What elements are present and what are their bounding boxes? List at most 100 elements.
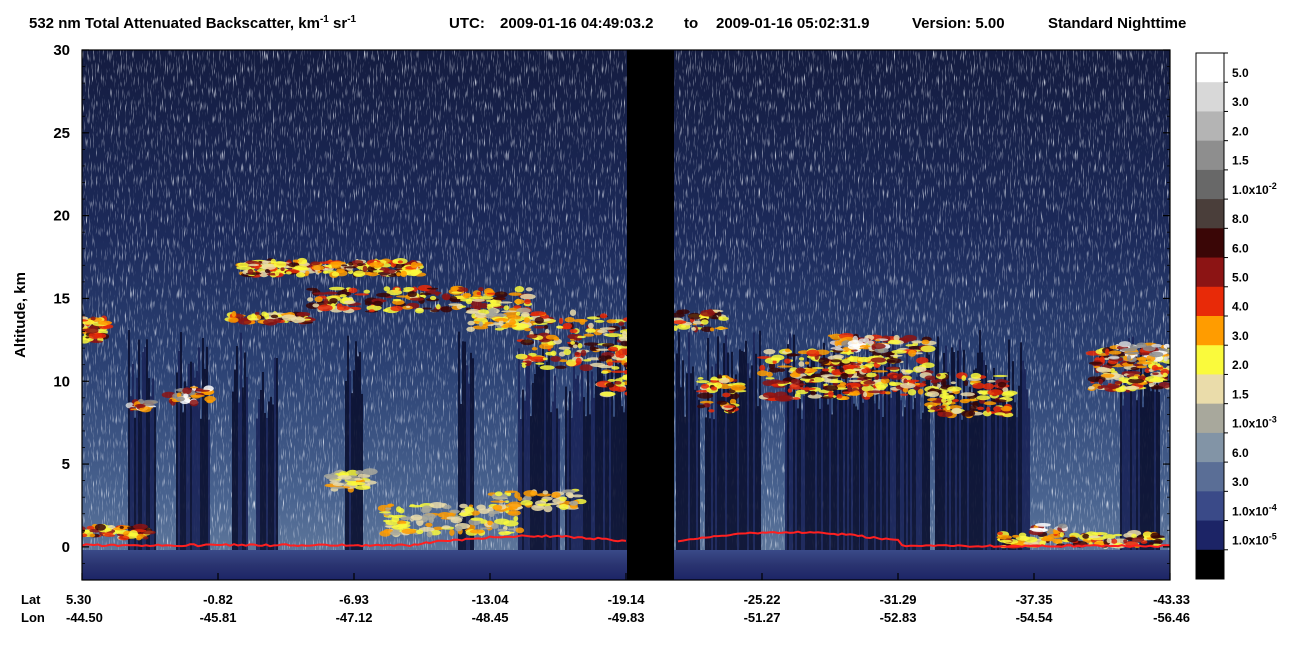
shadow-column-strip xyxy=(947,371,949,580)
cloud-pixel xyxy=(599,327,616,330)
cloud-pixel xyxy=(524,298,532,305)
cloud-pixel xyxy=(247,263,260,267)
cloud-pixel xyxy=(474,312,487,319)
shadow-column-strip xyxy=(805,377,807,580)
shadow-column-strip xyxy=(552,401,554,580)
shadow-column-strip xyxy=(847,387,849,580)
cloud-pixel xyxy=(809,376,825,383)
cloud-pixel xyxy=(709,327,715,332)
cloud-pixel xyxy=(390,305,403,312)
shadow-column-strip xyxy=(896,384,898,580)
cloud-pixel xyxy=(421,307,432,310)
cloud-pixel xyxy=(905,369,914,373)
cloud-pixel xyxy=(697,377,704,380)
cloud-pixel xyxy=(428,516,435,524)
cloud-layers xyxy=(49,257,1170,550)
cloud-pixel xyxy=(125,402,136,409)
colorbar-label: 5.0 xyxy=(1232,66,1249,80)
cloud-pixel xyxy=(369,261,385,268)
shadow-column-strip xyxy=(1006,415,1008,580)
cloud-pixel xyxy=(569,500,579,506)
cloud-pixel xyxy=(772,360,777,364)
cloud-pixel xyxy=(348,287,358,293)
cloud-pixel xyxy=(1148,541,1154,546)
cloud-pixel xyxy=(419,292,432,296)
cloud-pixel xyxy=(406,305,411,308)
cloud-pixel xyxy=(839,351,855,355)
cloud-pixel xyxy=(262,260,269,265)
cloud-pixel xyxy=(556,325,564,329)
cloud-pixel xyxy=(861,385,874,392)
cloud-pixel xyxy=(771,354,785,361)
cloud-pixel xyxy=(572,344,578,349)
shadow-column-strip xyxy=(914,397,916,580)
shadow-column-strip xyxy=(815,375,817,580)
cloud-pixel xyxy=(994,412,1006,416)
cloud-pixel xyxy=(1108,350,1122,355)
cloud-pixel xyxy=(368,309,375,313)
cloud-pixel xyxy=(524,360,532,367)
cloud-pixel xyxy=(1067,536,1079,543)
shadow-column-strip xyxy=(458,331,460,580)
shadow-column-strip xyxy=(544,366,546,580)
cloud-pixel xyxy=(362,265,368,272)
cloud-pixel xyxy=(49,530,55,536)
cloud-pixel xyxy=(601,370,609,374)
shadow-column-strip xyxy=(565,386,567,580)
shadow-column-strip xyxy=(569,391,571,580)
cloud-pixel xyxy=(52,532,60,539)
cloud-pixel xyxy=(448,303,462,307)
cloud-pixel xyxy=(571,494,584,498)
cloud-pixel xyxy=(870,357,887,363)
cloud-pixel xyxy=(583,359,592,362)
cloud-pixel xyxy=(49,534,57,540)
cloud-pixel xyxy=(476,504,486,511)
cloud-pixel xyxy=(442,504,452,510)
cloud-pixel xyxy=(307,297,314,302)
colorbar-label: 1.0x10-4 xyxy=(1232,502,1277,518)
shadow-column-strip xyxy=(1026,389,1028,580)
shadow-column-strip xyxy=(705,417,707,580)
cloud-pixel xyxy=(847,384,852,392)
shadow-column-strip xyxy=(528,356,530,580)
cloud-pixel xyxy=(982,410,992,417)
cloud-pixel xyxy=(905,379,920,383)
cloud-pixel xyxy=(68,532,73,537)
cloud-pixel xyxy=(465,310,480,314)
shadow-column-strip xyxy=(258,399,260,580)
shadow-column-strip xyxy=(357,356,359,580)
shadow-column-strip xyxy=(202,338,204,580)
colorbar-label: 2.0 xyxy=(1232,124,1249,138)
cloud-pixel xyxy=(376,292,391,298)
cloud-pixel xyxy=(531,346,538,351)
colorbar-segment xyxy=(1196,82,1224,112)
shadow-column-strip xyxy=(910,374,912,580)
cloud-pixel xyxy=(773,380,790,384)
cloud-pixel xyxy=(494,518,510,525)
cloud-pixel xyxy=(426,287,439,290)
shadow-column-strip xyxy=(355,341,357,580)
shadow-column-strip xyxy=(1158,391,1160,580)
cloud-pixel xyxy=(183,393,189,398)
cloud-pixel xyxy=(293,265,308,271)
cloud-pixel xyxy=(1095,349,1103,355)
cloud-pixel xyxy=(700,319,709,325)
cloud-pixel xyxy=(836,394,843,399)
shadow-column-strip xyxy=(926,343,928,580)
cloud-pixel xyxy=(533,326,545,329)
shadow-column-strip xyxy=(823,342,825,580)
cloud-pixel xyxy=(317,270,322,273)
cloud-pixel xyxy=(987,389,1003,396)
cloud-pixel xyxy=(82,337,90,344)
cloud-pixel xyxy=(407,290,417,298)
shadow-column-strip xyxy=(801,418,803,580)
cloud-pixel xyxy=(558,359,568,363)
cloud-pixel xyxy=(487,520,493,526)
cloud-pixel xyxy=(470,300,483,307)
cloud-pixel xyxy=(54,527,66,529)
shadow-column-strip xyxy=(785,364,787,580)
colorbar-segment xyxy=(1196,491,1224,522)
cloud-pixel xyxy=(827,376,839,379)
cloud-pixel xyxy=(1126,354,1132,361)
